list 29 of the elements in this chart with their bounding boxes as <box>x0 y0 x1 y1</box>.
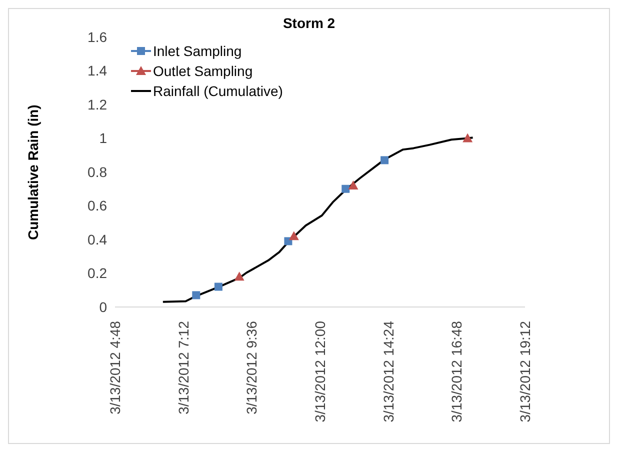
y-tick-label: 1.4 <box>88 62 108 79</box>
point <box>214 282 222 291</box>
x-tick-label: 3/13/2012 7:12 <box>175 320 192 414</box>
point <box>234 272 244 281</box>
y-tick-label: 1.2 <box>88 96 108 112</box>
y-tick-label: 0.2 <box>88 265 108 282</box>
x-tick-label: 3/13/2012 9:36 <box>244 320 260 414</box>
x-tick-label: 3/13/2012 14:24 <box>380 320 396 422</box>
y-tick-label: 0 <box>99 298 108 315</box>
x-tick-label: 3/13/2012 19:12 <box>517 320 533 422</box>
y-tick-label: 0.4 <box>88 231 108 248</box>
point <box>348 180 358 190</box>
y-tick-label: 0.8 <box>88 164 108 180</box>
legend-label: Inlet Sampling <box>153 42 242 61</box>
x-tick-label: 3/13/2012 16:48 <box>448 320 465 422</box>
chart-title: Storm 2 <box>282 15 336 31</box>
y-tick-label: 1.6 <box>88 28 108 45</box>
x-tick-label: 3/13/2012 4:48 <box>107 320 123 414</box>
x-tick-label: 3/13/2012 12:00 <box>312 320 328 422</box>
y-axis-title: Cumulative Rain (in) <box>24 104 41 240</box>
y-tick-label: 0.6 <box>88 198 108 214</box>
legend-label: Rainfall (Cumulative) <box>153 82 283 101</box>
point <box>288 231 299 240</box>
point <box>192 291 200 300</box>
y-tick-label: 1 <box>99 130 108 146</box>
point <box>462 133 473 142</box>
legend-label: Outlet Sampling <box>153 62 253 81</box>
point <box>380 156 389 164</box>
point <box>342 184 350 193</box>
